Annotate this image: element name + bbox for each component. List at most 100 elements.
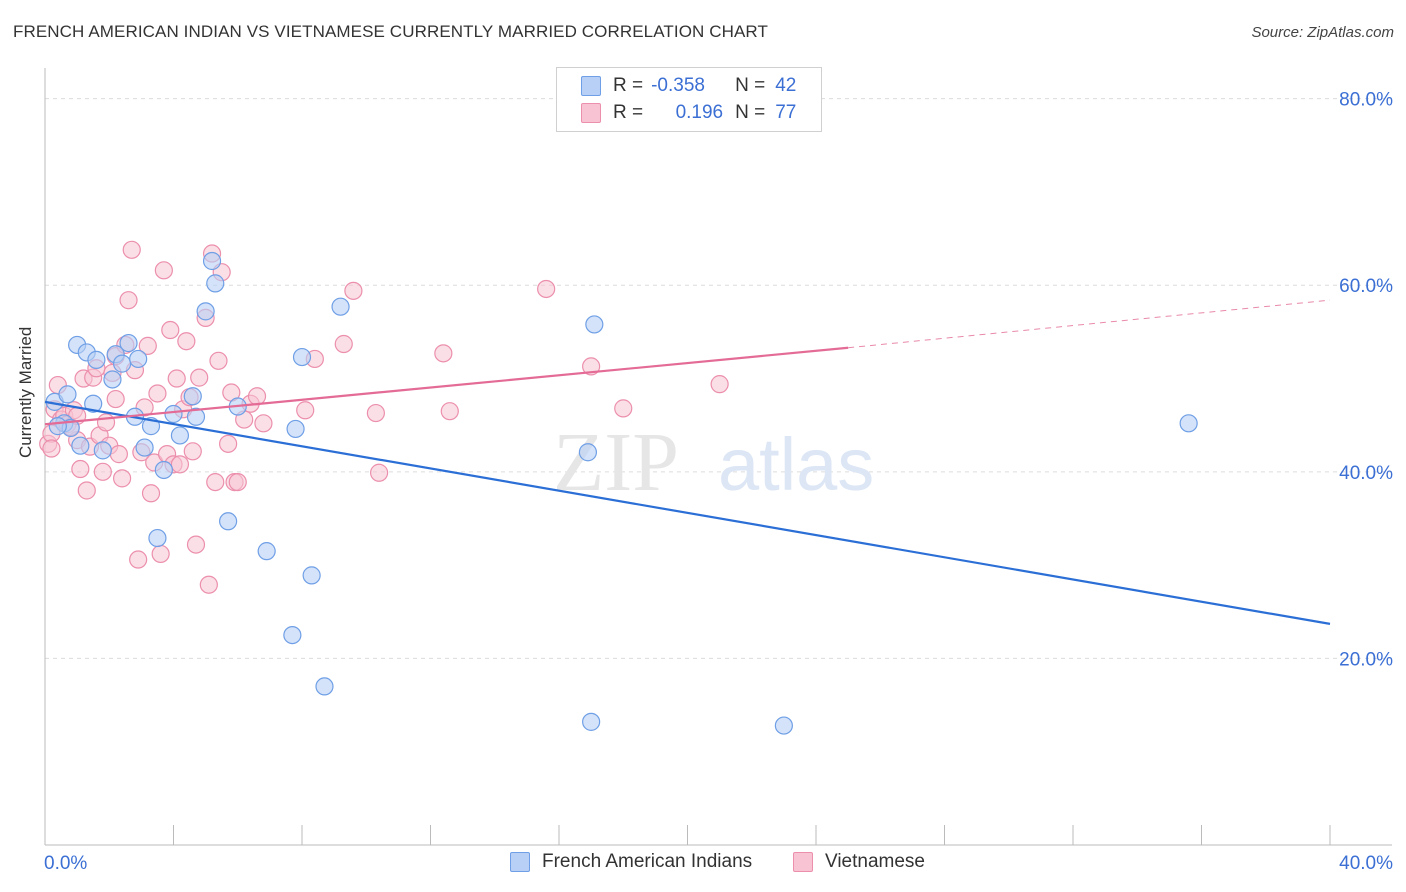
vietnamese-point [209, 351, 228, 370]
watermark-atlas: atlas [718, 423, 874, 506]
x-tick-label: 0.0% [44, 853, 87, 874]
french-american-indians-point [196, 302, 215, 321]
vietnamese-point [296, 401, 315, 420]
french-american-indians-point [302, 566, 321, 585]
french-american-indians-point [164, 404, 183, 424]
y-tick-label: 40.0% [1339, 463, 1393, 484]
watermark-zip: ZIP [553, 416, 679, 509]
vietnamese-point [151, 544, 170, 564]
legend-n-label: N = [735, 102, 766, 123]
vietnamese-point [614, 399, 633, 418]
vietnamese-point [219, 434, 238, 453]
y-tick-label: 60.0% [1339, 276, 1393, 297]
french-american-indians-point [219, 512, 238, 531]
french-american-indians-point [186, 407, 206, 426]
french-american-indians-point [84, 394, 103, 413]
vietnamese-point [186, 535, 206, 554]
french-american-indians-point [292, 347, 312, 367]
vietnamese-point [161, 320, 180, 340]
legend-n-value: 77 [775, 102, 797, 123]
blue-swatch [581, 76, 601, 96]
vietnamese-point [334, 334, 353, 354]
french-american-indians-point [170, 426, 190, 445]
french-american-indians-point [283, 625, 302, 645]
vietnamese-point [77, 481, 96, 500]
vietnamese-point [106, 389, 125, 409]
vietnamese-point [170, 455, 190, 474]
french-american-indians-point [202, 251, 222, 271]
french-american-indians-point [582, 712, 601, 731]
french-american-indians-point [112, 354, 132, 373]
vietnamese-point [96, 413, 116, 432]
vietnamese-point [247, 387, 267, 406]
chart-title: FRENCH AMERICAN INDIAN VS VIETNAMESE CUR… [13, 22, 768, 41]
pink-swatch [581, 103, 601, 123]
legend-label: Vietnamese [825, 851, 925, 872]
vietnamese-point [710, 375, 729, 394]
vietnamese-point [537, 279, 556, 299]
french-american-indians-point [183, 387, 202, 406]
french-american-indians-point [585, 315, 604, 334]
vietnamese-point [366, 403, 385, 423]
french-american-indians-point [71, 436, 90, 455]
vietnamese-point [71, 459, 90, 479]
french-american-indians-point [331, 297, 350, 316]
vietnamese-point [112, 469, 132, 488]
vietnamese-point [177, 332, 196, 351]
vietnamese-point [183, 442, 202, 461]
blue-trend-line [44, 400, 1331, 625]
french-american-indians-point [58, 385, 77, 404]
vietnamese-point [344, 281, 363, 300]
french-american-indians-point [774, 716, 793, 735]
pink-trend-line [44, 346, 849, 426]
vietnamese-point [167, 369, 186, 388]
y-tick-label: 80.0% [1339, 90, 1393, 111]
legend-r-value: -0.358 [651, 75, 705, 96]
vietnamese-point [138, 336, 157, 355]
vietnamese-point [119, 291, 138, 310]
vietnamese-point [228, 472, 247, 492]
legend-n-value: 42 [775, 75, 797, 96]
french-american-indians-point [154, 460, 173, 480]
legend-row-blue: R = -0.358 N = 42 [581, 74, 796, 98]
vietnamese-point [42, 439, 61, 458]
french-american-indians-point [315, 677, 334, 696]
vietnamese-point [154, 261, 173, 280]
french-american-indians-point [48, 417, 67, 436]
x-tick-label: 40.0% [1339, 853, 1393, 874]
legend-r-label: R = [613, 75, 644, 96]
french-american-indians-point [286, 419, 305, 439]
french-american-indians-point [119, 333, 138, 353]
vietnamese-point [129, 550, 148, 569]
vietnamese-point [109, 445, 128, 464]
vietnamese-point [206, 472, 225, 492]
blue-swatch [510, 852, 530, 872]
vietnamese-point [93, 462, 112, 481]
french-american-indians-point [578, 443, 598, 462]
legend-r-label: R = [613, 102, 644, 123]
vietnamese-point [370, 463, 389, 482]
french-american-indians-point [87, 350, 106, 369]
source-label: Source: ZipAtlas.com [1251, 24, 1394, 41]
correlation-legend: R = -0.358 N = 42 R = 0.196 N = 77 [556, 67, 822, 132]
pink-trend-line-extension [848, 299, 1331, 349]
french-american-indians-point [135, 438, 154, 457]
y-axis-label: Currently Married [16, 326, 35, 458]
vietnamese-point [199, 575, 218, 594]
vietnamese-point [434, 344, 453, 363]
french-american-indians-point [1179, 414, 1198, 433]
pink-swatch [793, 852, 813, 872]
legend-label: French American Indians [542, 851, 753, 872]
french-american-indians-point [148, 528, 167, 548]
vietnamese-point [190, 368, 209, 387]
vietnamese-point [440, 402, 459, 421]
french-american-indians-point [103, 370, 122, 389]
legend-item-french-american-indians: French American Indians [510, 851, 752, 873]
legend-r-value: 0.196 [675, 102, 724, 123]
french-american-indians-point [129, 349, 148, 369]
vietnamese-point [582, 357, 601, 376]
legend-row-pink: R = 0.196 N = 77 [581, 101, 796, 125]
legend-item-vietnamese: Vietnamese [793, 851, 925, 873]
vietnamese-point [141, 484, 161, 503]
